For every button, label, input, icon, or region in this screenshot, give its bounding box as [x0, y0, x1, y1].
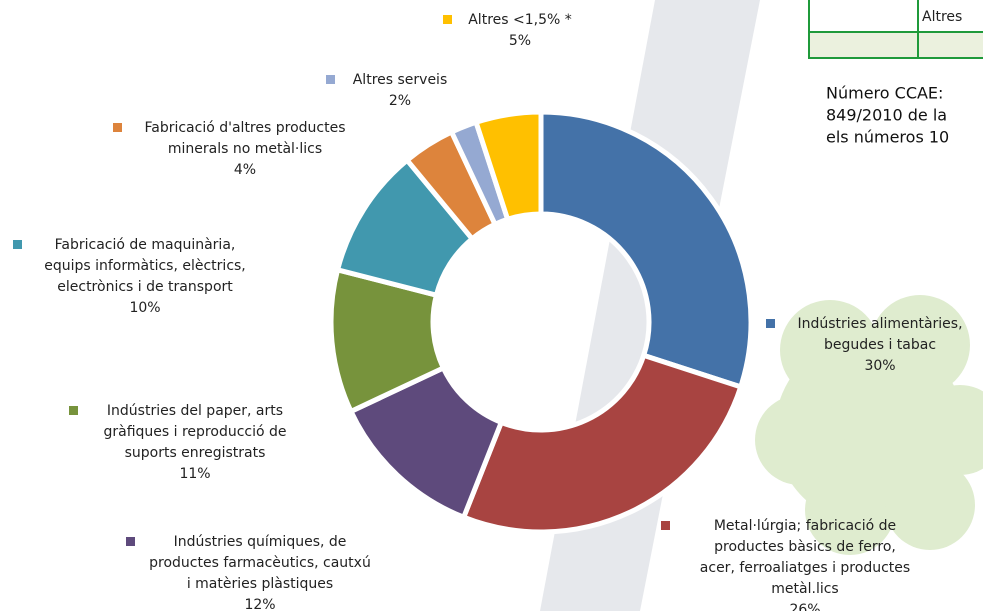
slice-label: Indústries alimentàries, begudes i tabac [797, 316, 962, 353]
note-line: Número CCAE: [826, 84, 943, 103]
slice-label: Fabricació d'altres productes minerals no… [144, 120, 345, 157]
slice-label: Metal·lúrgia; fabricació de productes bàs… [700, 518, 910, 597]
slice-label: Indústries químiques, de productes farmac… [149, 534, 371, 592]
value-label: 5% [509, 33, 531, 49]
slice-label: Indústries del paper, arts gràfiques i re… [103, 403, 286, 461]
value-label: 30% [864, 358, 895, 374]
value-label: 11% [179, 466, 210, 482]
slice-label: Altres <1,5% * [468, 12, 572, 28]
legend-marker [69, 406, 78, 415]
legend-marker [443, 15, 452, 24]
donut-slice [460, 352, 744, 535]
legend-marker [113, 123, 122, 132]
legend-marker [126, 537, 135, 546]
note-line: 849/2010 de la [826, 106, 947, 125]
legend-marker [326, 75, 335, 84]
value-label: 4% [234, 162, 256, 178]
cloud-shape [755, 295, 983, 555]
value-label: 2% [389, 93, 411, 109]
legend-marker [661, 521, 670, 530]
donut-slice [472, 109, 544, 223]
note-line: els números 10 [826, 128, 949, 147]
legend-marker [766, 319, 775, 328]
table-cell: Altres [922, 9, 962, 25]
value-label: 12% [244, 597, 275, 611]
slice-label: Altres serveis [353, 72, 448, 88]
slice-label: Fabricació de maquinària, equips informàt… [44, 237, 246, 295]
legend-marker [13, 240, 22, 249]
value-label: 10% [129, 300, 160, 316]
table: Altres [808, 0, 983, 59]
donut-slice [538, 109, 754, 391]
value-label: 26% [789, 602, 820, 611]
